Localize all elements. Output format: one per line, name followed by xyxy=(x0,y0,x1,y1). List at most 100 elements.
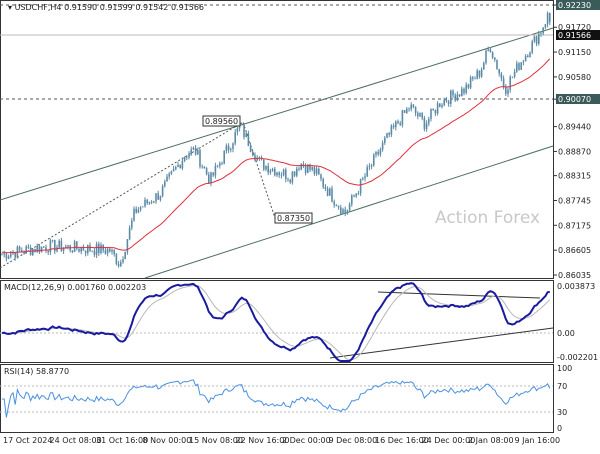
time-axis-label: 17 Oct 2024 xyxy=(3,436,52,445)
candle-body xyxy=(271,168,274,171)
price-axis-label: 0.90580 xyxy=(558,73,591,82)
candle-body xyxy=(133,208,135,221)
candle-body xyxy=(36,245,38,253)
candle-body xyxy=(137,209,140,213)
candle-body xyxy=(320,174,322,179)
candle-body xyxy=(201,166,203,168)
time-axis-label: 2 Dec 00:00 xyxy=(282,436,331,445)
candle-body xyxy=(544,24,547,28)
candle-body xyxy=(100,244,102,253)
candle-body xyxy=(76,241,78,249)
candle-body xyxy=(135,208,137,213)
candle-body xyxy=(298,168,300,170)
candle-body xyxy=(144,199,146,207)
price-axis-label: 0.89440 xyxy=(558,123,591,132)
candle-body xyxy=(203,166,206,169)
candle-body xyxy=(397,121,399,124)
candle-body xyxy=(307,164,309,173)
candle-body xyxy=(326,188,329,196)
candle-body xyxy=(150,201,153,203)
price-axis-label: 0.86605 xyxy=(558,246,591,255)
main-panel xyxy=(0,0,554,279)
candle-body xyxy=(124,251,126,260)
candle-body xyxy=(285,169,287,180)
candle-body xyxy=(243,124,245,138)
candle-body xyxy=(14,252,16,258)
candle-body xyxy=(194,147,197,155)
candle-body xyxy=(21,250,23,253)
candle-body xyxy=(291,171,294,183)
candle-body xyxy=(181,160,184,169)
candle-body xyxy=(146,199,148,204)
candle-body xyxy=(535,36,538,44)
candle-body xyxy=(351,195,353,205)
candle-body xyxy=(388,133,390,135)
price-axis-label: 0.87175 xyxy=(558,221,591,230)
rsi-label: RSI(14) 58.8770 xyxy=(4,367,69,376)
candle-body xyxy=(533,36,536,42)
channel-lower xyxy=(144,145,554,279)
rsi-panel xyxy=(0,364,554,433)
candle-body xyxy=(465,84,467,94)
candle-body xyxy=(296,168,298,176)
low-annotation-box xyxy=(274,212,313,224)
candle-body xyxy=(518,63,520,70)
candle-body xyxy=(421,113,423,118)
candle-body xyxy=(168,173,170,177)
macd-line xyxy=(1,282,551,362)
candle-body xyxy=(205,168,208,175)
candle-body xyxy=(531,41,533,53)
candle-body xyxy=(249,146,252,152)
candle-body xyxy=(230,149,232,150)
candle-body xyxy=(40,246,43,253)
candle-body xyxy=(27,246,30,248)
candle-body xyxy=(183,156,186,161)
candle-body xyxy=(148,201,151,204)
candle-body xyxy=(359,179,362,194)
candle-body xyxy=(538,33,540,44)
candle-body xyxy=(49,240,52,253)
candle-body xyxy=(80,247,82,252)
candle-body xyxy=(113,249,115,255)
candle-body xyxy=(434,109,437,114)
candle-body xyxy=(379,149,382,155)
candle-body xyxy=(289,179,291,183)
candle-body xyxy=(478,70,481,77)
rsi-line xyxy=(2,379,551,418)
time-axis-label: 24 Dec 00:00 xyxy=(422,436,476,445)
candle-body xyxy=(476,70,478,79)
candle-body xyxy=(93,251,96,255)
candle-body xyxy=(454,95,456,101)
candle-body xyxy=(12,252,14,254)
symbol-header: ▾ USDCHF,H4 0.91590 0.91599 0.91542 0.91… xyxy=(8,3,204,12)
candle-body xyxy=(309,164,311,170)
candle-body xyxy=(38,245,41,253)
candle-body xyxy=(45,247,47,251)
candle-body xyxy=(73,241,76,252)
rsi-axis-30: 30 xyxy=(557,408,567,417)
candle-body xyxy=(428,118,430,124)
candle-body xyxy=(318,168,320,175)
candle-body xyxy=(549,12,551,22)
candle-body xyxy=(401,110,404,125)
candle-body xyxy=(274,168,276,176)
candle-body xyxy=(120,262,122,266)
time-axis-label: 24 Oct 08:00 xyxy=(50,436,102,445)
candle-body xyxy=(417,113,419,117)
candle-body xyxy=(161,186,164,197)
candle-body xyxy=(463,88,465,94)
candle-body xyxy=(172,169,175,172)
time-axis-label: 31 Oct 16:00 xyxy=(96,436,148,445)
candle-body xyxy=(340,207,342,214)
candle-body xyxy=(390,125,393,135)
candle-body xyxy=(322,178,324,187)
price-axis-label: 0.88870 xyxy=(558,147,591,156)
candle-body xyxy=(329,188,331,196)
candle-body xyxy=(377,152,379,155)
candle-body xyxy=(109,248,111,252)
candle-body xyxy=(175,167,177,170)
candle-body xyxy=(313,167,316,174)
candle-body xyxy=(254,155,256,161)
candle-body xyxy=(245,133,247,138)
candle-body xyxy=(190,149,192,155)
